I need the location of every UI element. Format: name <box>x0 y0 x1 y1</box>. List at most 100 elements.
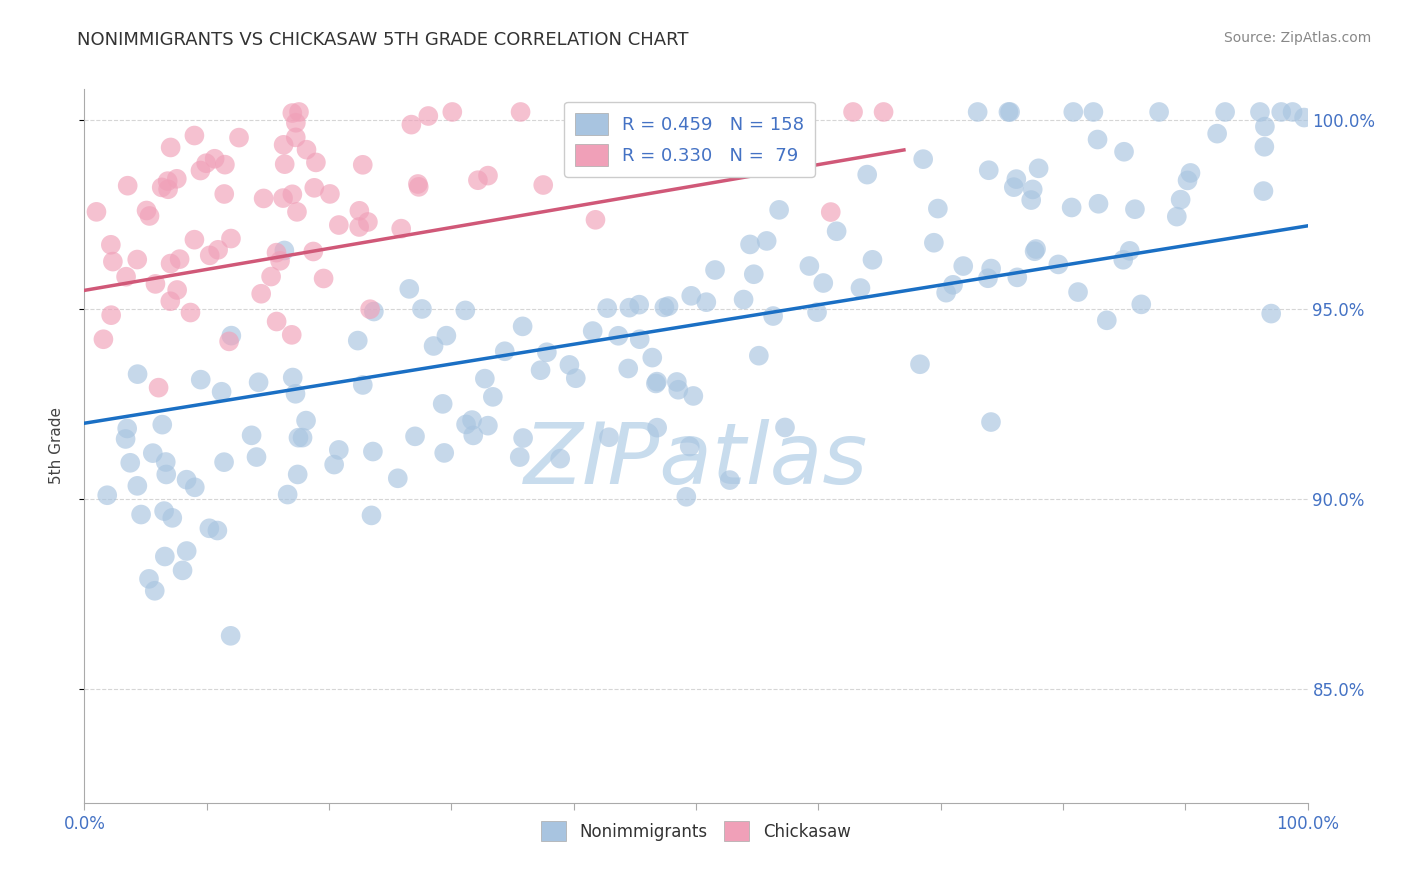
Point <box>942 277 965 292</box>
Point <box>997 105 1019 120</box>
Point <box>155 455 177 469</box>
Point <box>190 373 212 387</box>
Point <box>319 186 342 201</box>
Point <box>266 314 288 328</box>
Point <box>682 389 704 403</box>
Point <box>842 105 865 120</box>
Point <box>748 349 770 363</box>
Point <box>1294 111 1316 125</box>
Point <box>607 328 630 343</box>
Point <box>328 218 350 232</box>
Point <box>166 283 188 297</box>
Point <box>1007 270 1029 285</box>
Point <box>305 155 328 169</box>
Point <box>406 177 429 191</box>
Point <box>357 215 380 229</box>
Point <box>980 415 1002 429</box>
Text: Source: ZipAtlas.com: Source: ZipAtlas.com <box>1223 31 1371 45</box>
Point <box>271 191 294 205</box>
Point <box>221 328 243 343</box>
Point <box>247 376 270 390</box>
Point <box>129 508 152 522</box>
Point <box>198 248 221 262</box>
Text: ZIPatlas: ZIPatlas <box>524 418 868 502</box>
Point <box>1170 193 1192 207</box>
Point <box>922 235 945 250</box>
Point <box>155 467 177 482</box>
Point <box>966 105 988 120</box>
Point <box>675 490 697 504</box>
Point <box>295 143 318 157</box>
Point <box>138 209 160 223</box>
Point <box>346 334 368 348</box>
Point <box>1112 145 1135 159</box>
Point <box>621 105 644 120</box>
Point <box>1254 120 1277 134</box>
Point <box>1281 105 1303 120</box>
Point <box>1062 105 1084 120</box>
Point <box>1083 105 1105 120</box>
Point <box>195 156 218 170</box>
Point <box>284 116 307 130</box>
Point <box>273 137 295 152</box>
Point <box>558 358 581 372</box>
Point <box>219 231 242 245</box>
Point <box>361 444 384 458</box>
Point <box>127 479 149 493</box>
Point <box>474 371 496 385</box>
Point <box>190 163 212 178</box>
Point <box>509 450 531 464</box>
Point <box>288 105 311 120</box>
Point <box>212 186 235 201</box>
Point <box>138 572 160 586</box>
Point <box>114 432 136 446</box>
Point <box>291 431 314 445</box>
Point <box>908 357 931 371</box>
Point <box>284 130 307 145</box>
Point <box>856 168 879 182</box>
Point <box>127 367 149 381</box>
Point <box>1022 182 1045 196</box>
Point <box>762 309 785 323</box>
Point <box>1253 140 1275 154</box>
Point <box>280 327 302 342</box>
Point <box>467 173 489 187</box>
Point <box>127 252 149 267</box>
Point <box>665 375 688 389</box>
Point <box>143 583 166 598</box>
Point <box>998 105 1021 120</box>
Point <box>799 259 821 273</box>
Point <box>273 244 295 258</box>
Point <box>935 285 957 300</box>
Point <box>281 370 304 384</box>
Point <box>153 504 176 518</box>
Point <box>952 259 974 273</box>
Point <box>218 334 240 349</box>
Point <box>159 294 181 309</box>
Point <box>977 271 1000 285</box>
Point <box>179 305 201 319</box>
Point <box>260 269 283 284</box>
Point <box>912 152 935 166</box>
Point <box>145 277 167 291</box>
Point <box>148 381 170 395</box>
Point <box>512 431 534 445</box>
Point <box>862 252 884 267</box>
Point <box>477 169 499 183</box>
Point <box>742 267 765 281</box>
Point <box>240 428 263 442</box>
Point <box>360 508 382 523</box>
Point <box>169 252 191 266</box>
Point <box>117 178 139 193</box>
Point <box>813 276 835 290</box>
Point <box>183 128 205 143</box>
Point <box>1130 297 1153 311</box>
Point <box>768 202 790 217</box>
Legend: Nonimmigrants, Chickasaw: Nonimmigrants, Chickasaw <box>534 814 858 848</box>
Point <box>287 431 309 445</box>
Point <box>454 303 477 318</box>
Point <box>162 511 184 525</box>
Text: NONIMMIGRANTS VS CHICKASAW 5TH GRADE CORRELATION CHART: NONIMMIGRANTS VS CHICKASAW 5TH GRADE COR… <box>77 31 689 49</box>
Point <box>695 295 717 310</box>
Point <box>704 263 727 277</box>
